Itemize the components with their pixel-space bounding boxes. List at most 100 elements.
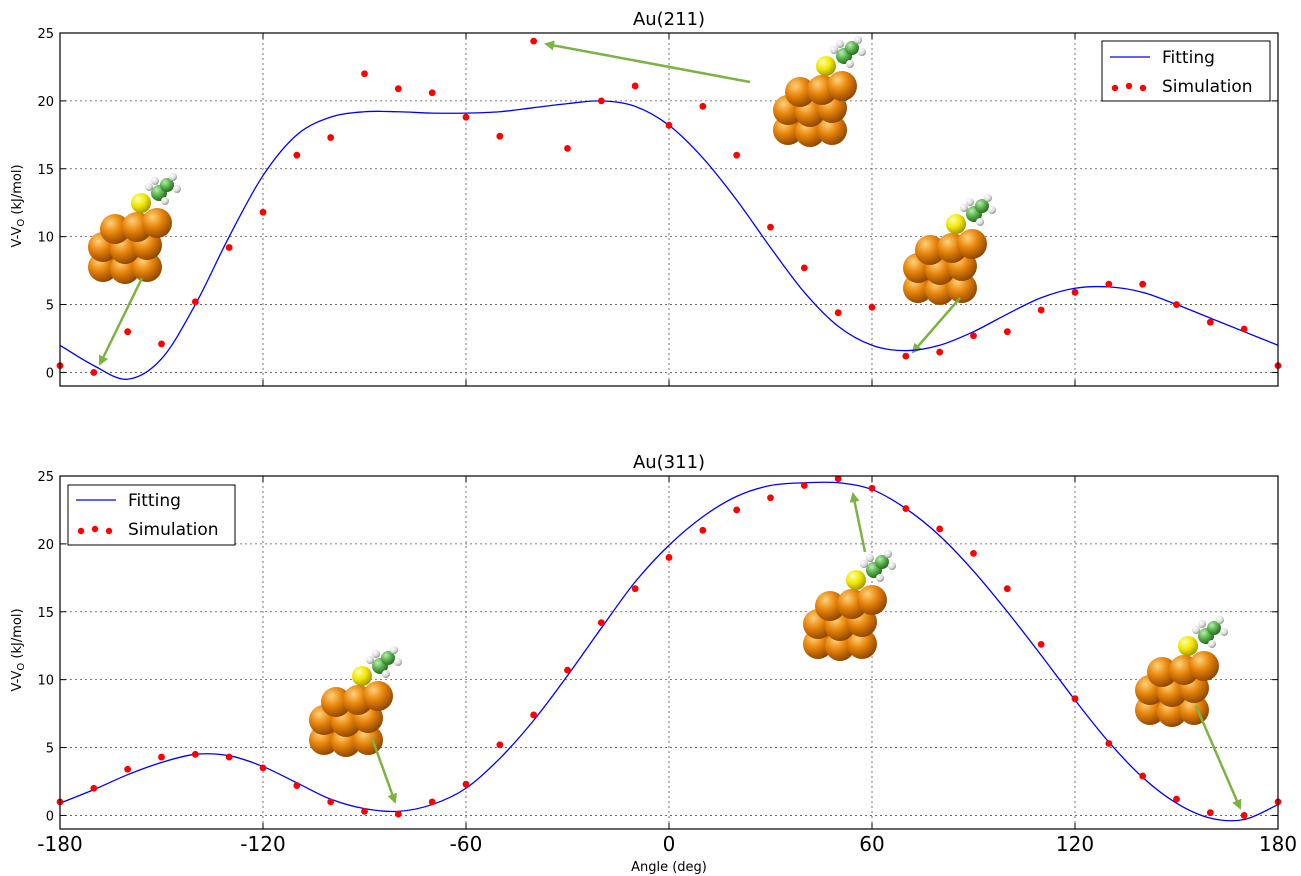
gold-atom xyxy=(785,77,815,107)
legend: Fitting Simulation xyxy=(1101,40,1271,102)
simulation-point xyxy=(631,585,639,593)
sulfur-atom xyxy=(946,214,966,234)
hydrogen-atom xyxy=(854,36,862,44)
hydrogen-atom xyxy=(1208,640,1216,648)
simulation-point xyxy=(699,102,707,110)
hydrogen-atom xyxy=(876,574,884,582)
simulation-point xyxy=(1003,585,1011,593)
simulation-point xyxy=(767,494,774,502)
y-axis-label-unit: (kJ/mol) xyxy=(10,164,25,218)
gold-atom xyxy=(827,71,857,101)
molecule-inset xyxy=(1135,616,1228,727)
legend-dot xyxy=(1125,82,1133,90)
hydrogen-atom xyxy=(1198,620,1206,628)
legend-label: Fitting xyxy=(128,491,181,511)
simulation-point xyxy=(733,151,741,159)
simulation-point xyxy=(428,89,436,97)
simulation-point xyxy=(834,309,842,317)
molecule-inset xyxy=(88,173,181,284)
simulation-point xyxy=(1139,772,1147,780)
carbon-atom xyxy=(381,651,395,665)
simulation-point xyxy=(361,807,368,815)
hydrogen-atom xyxy=(888,562,896,570)
y-axis-label-unit: (kJ/mol) xyxy=(10,608,25,662)
simulation-point xyxy=(902,352,910,360)
simulation-point xyxy=(1071,695,1079,703)
hydrogen-atom xyxy=(984,194,992,202)
simulation-point xyxy=(327,134,335,141)
hydrogen-atom xyxy=(169,173,177,181)
simulation-point xyxy=(1206,809,1214,817)
plot-frame xyxy=(59,475,1279,830)
simulation-point xyxy=(1240,325,1248,333)
series-fitting xyxy=(59,100,1279,380)
x-ticks: -180 -120 -60 0 60 120 180 xyxy=(37,476,1297,856)
hydrogen-atom xyxy=(366,656,374,664)
simulation-point xyxy=(902,505,910,512)
chart-title: Au(211) xyxy=(633,9,705,30)
simulation-point xyxy=(1139,280,1147,288)
simulation-point xyxy=(530,37,538,45)
series-simulation xyxy=(56,37,1282,376)
x-tick-label: 60 xyxy=(859,832,884,856)
simulation-point xyxy=(699,526,707,534)
x-axis-label: Angle (deg) xyxy=(631,860,707,875)
simulation-point xyxy=(868,484,876,492)
fitting-curve xyxy=(59,100,1279,380)
carbon-atom xyxy=(875,555,889,569)
gold-atom xyxy=(1189,651,1219,681)
simulation-point xyxy=(428,798,436,806)
pointer-arrow xyxy=(849,492,867,553)
y-axis-label: V-VO (kJ/mol) xyxy=(10,608,27,691)
insets xyxy=(88,36,996,366)
hydrogen-atom xyxy=(830,46,838,54)
legend-label: Simulation xyxy=(128,520,219,540)
simulation-point xyxy=(800,264,808,272)
hydrogen-atom xyxy=(1220,628,1228,636)
x-tick-label: -120 xyxy=(240,832,285,856)
pointer-arrow xyxy=(98,277,144,366)
simulation-point xyxy=(834,475,842,483)
simulation-point xyxy=(665,554,673,561)
simulation-point xyxy=(597,619,605,627)
y-tick-label: 10 xyxy=(37,231,54,246)
simulation-point xyxy=(665,121,673,129)
pointer-arrow xyxy=(370,737,397,804)
x-tick-label: 120 xyxy=(1056,832,1094,856)
simulation-point xyxy=(259,208,267,216)
legend-box xyxy=(1101,40,1271,102)
carbon-atom xyxy=(975,199,989,213)
simulation-point xyxy=(496,741,504,749)
legend-dot xyxy=(91,525,99,533)
simulation-point xyxy=(1105,280,1113,288)
hydrogen-atom xyxy=(382,670,390,678)
hydrogen-atom xyxy=(988,206,996,214)
y-axis-label-sub: O xyxy=(16,219,27,227)
hydrogen-atom xyxy=(866,554,874,562)
molecule-inset xyxy=(903,194,996,305)
legend-box xyxy=(67,484,236,546)
x-tick-label: 0 xyxy=(663,832,676,856)
simulation-point xyxy=(158,753,165,761)
y-ticks: 0 5 10 15 20 25 xyxy=(37,27,1278,381)
y-tick-label: 15 xyxy=(37,163,54,178)
carbon-atom xyxy=(1207,621,1221,635)
gold-atom xyxy=(142,208,172,238)
simulation-point xyxy=(327,798,335,806)
hydrogen-atom xyxy=(884,550,892,558)
series-simulation xyxy=(56,475,1282,819)
legend-dot xyxy=(77,527,85,535)
carbon-atom xyxy=(845,41,859,55)
simulation-point xyxy=(936,525,944,533)
simulation-point xyxy=(496,132,504,140)
legend: Fitting Simulation xyxy=(67,484,236,546)
simulation-point xyxy=(361,70,368,78)
plot-frame xyxy=(59,32,1279,387)
simulation-point xyxy=(733,506,741,514)
pointer-arrow xyxy=(1194,705,1242,810)
hydrogen-atom xyxy=(145,183,153,191)
y-tick-label: 5 xyxy=(46,742,54,757)
simulation-point xyxy=(767,223,774,231)
y-tick-label: 0 xyxy=(46,366,54,381)
sulfur-atom xyxy=(816,56,836,76)
